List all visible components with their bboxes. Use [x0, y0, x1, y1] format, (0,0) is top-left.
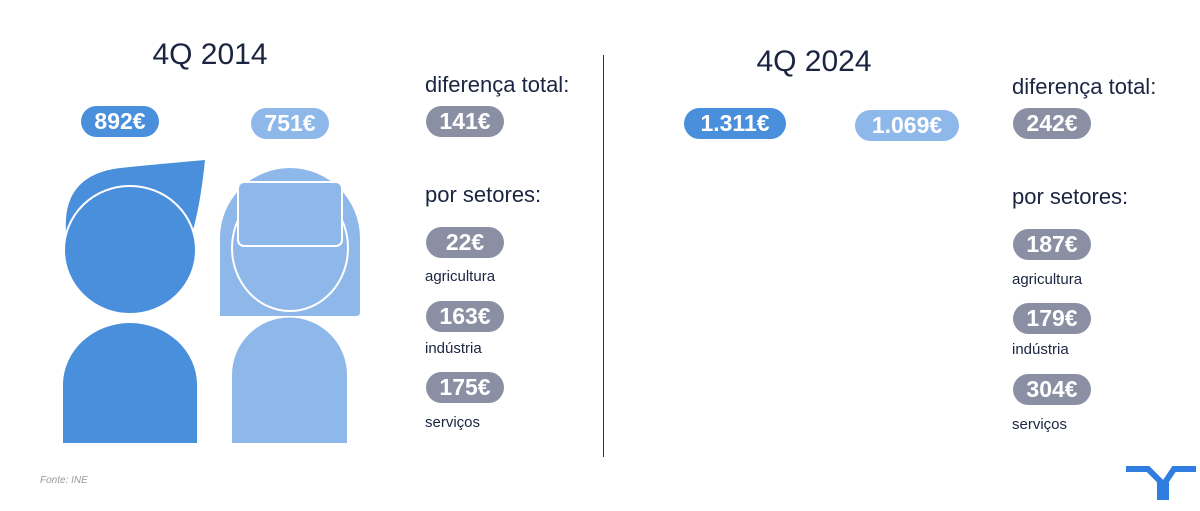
- sector-label: serviços: [425, 414, 481, 431]
- female-salary-badge: 1.069€: [855, 110, 959, 141]
- sector-label: agricultura: [425, 268, 496, 285]
- sector-label: agricultura: [1012, 271, 1083, 288]
- male-salary-badge: 892€: [81, 106, 159, 137]
- sector-badge-agriculture: 187€: [1013, 229, 1091, 260]
- sector-label: serviços: [1012, 416, 1068, 433]
- male-salary-badge: 1.311€: [684, 108, 786, 139]
- sector-badge-agriculture: 22€: [426, 227, 504, 258]
- female-salary-badge: 751€: [251, 108, 329, 139]
- sectors-label: por setores:: [425, 182, 542, 207]
- sector-badge-services: 175€: [426, 372, 504, 403]
- sectors-label: por setores:: [1012, 184, 1129, 209]
- sector-label: indústria: [425, 340, 482, 357]
- divider: [603, 55, 604, 457]
- female-figure: [220, 168, 360, 443]
- sector-label: indústria: [1012, 341, 1069, 358]
- sector-badge-industry: 163€: [426, 301, 504, 332]
- panel-title: 4Q 2024: [756, 45, 872, 78]
- male-figure: [63, 160, 205, 443]
- total-difference-label: diferença total:: [1012, 74, 1157, 99]
- total-difference-label: diferença total:: [425, 72, 570, 97]
- sector-badge-services: 304€: [1013, 374, 1091, 405]
- source-note: Fonte: INE: [40, 475, 88, 486]
- brand-logo-icon: [1126, 466, 1196, 500]
- panel-title: 4Q 2014: [152, 38, 268, 71]
- sector-badge-industry: 179€: [1013, 303, 1091, 334]
- male-female-figures: [63, 160, 360, 443]
- total-difference-badge: 141€: [426, 106, 504, 137]
- total-difference-badge: 242€: [1013, 108, 1091, 139]
